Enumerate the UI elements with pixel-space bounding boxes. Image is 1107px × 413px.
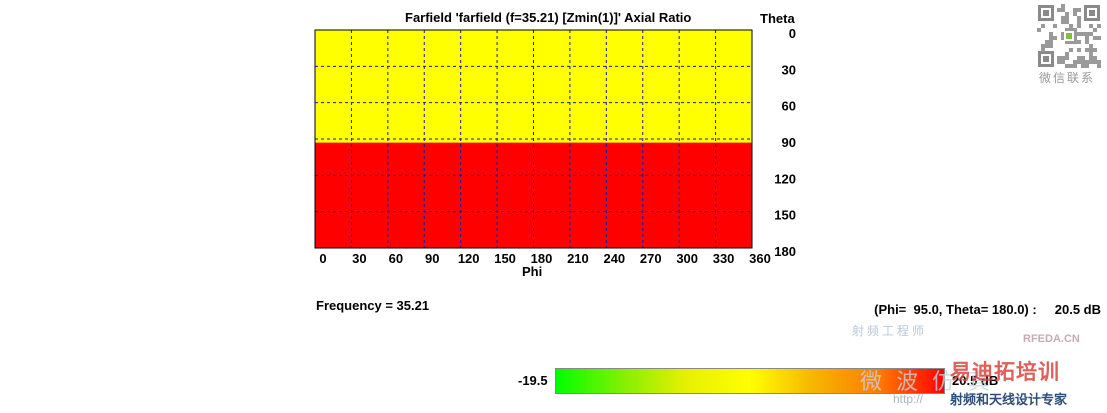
colorbar-min-label: -19.5	[518, 373, 548, 388]
phi-tick-labels: 0 30 60 90 120 150 180 210 240 270 300 330 360	[319, 251, 770, 266]
colorbar	[555, 368, 945, 394]
theta-axis-title: Theta	[760, 11, 795, 26]
watermark-left-text-large: 微波仿真	[860, 369, 1005, 394]
phi-tick-240: 240	[603, 251, 625, 266]
phi-tick-360: 360	[749, 251, 771, 266]
phi-tick-180: 180	[531, 251, 553, 266]
qr-code-icon	[1037, 4, 1101, 68]
watermark-url: http://	[893, 392, 924, 406]
watermark-left-text: 射频工程师	[852, 324, 928, 338]
theta-tick-90: 90	[782, 135, 796, 150]
frequency-label: Frequency = 35.21	[316, 298, 430, 313]
theta-tick-30: 30	[782, 62, 796, 77]
phi-tick-120: 120	[458, 251, 480, 266]
plot-grid	[315, 30, 752, 248]
theta-tick-120: 120	[774, 171, 796, 186]
theta-tick-180: 180	[774, 244, 796, 259]
qr-caption: 微信联系	[1039, 71, 1096, 85]
phi-tick-210: 210	[567, 251, 589, 266]
phi-tick-30: 30	[352, 251, 366, 266]
colorbar-max-label: 20.5 dB	[952, 373, 999, 388]
phi-tick-330: 330	[713, 251, 735, 266]
watermark-site: RFEDA.CN	[1023, 333, 1080, 345]
theta-tick-60: 60	[782, 99, 796, 114]
chart-title: Farfield 'farfield (f=35.21) [Zmin(1)]' …	[405, 10, 692, 25]
watermark-tagline: 射频和天线设计专家	[950, 392, 1068, 407]
theta-tick-0: 0	[789, 26, 796, 41]
phi-tick-60: 60	[389, 251, 403, 266]
phi-axis-title: Phi	[522, 264, 543, 279]
theta-tick-150: 150	[774, 208, 796, 223]
phi-tick-270: 270	[640, 251, 662, 266]
cursor-readout: (Phi= 95.0, Theta= 180.0) : 20.5 dB	[874, 302, 1101, 317]
plot-frame	[314, 29, 753, 249]
phi-tick-0: 0	[319, 251, 326, 266]
watermark-brand: 易迪拓培训	[950, 361, 1060, 384]
theta-tick-labels: 0 30 60 90 120 150 180	[774, 26, 796, 259]
phi-tick-150: 150	[494, 251, 516, 266]
phi-tick-90: 90	[425, 251, 439, 266]
phi-tick-300: 300	[676, 251, 698, 266]
